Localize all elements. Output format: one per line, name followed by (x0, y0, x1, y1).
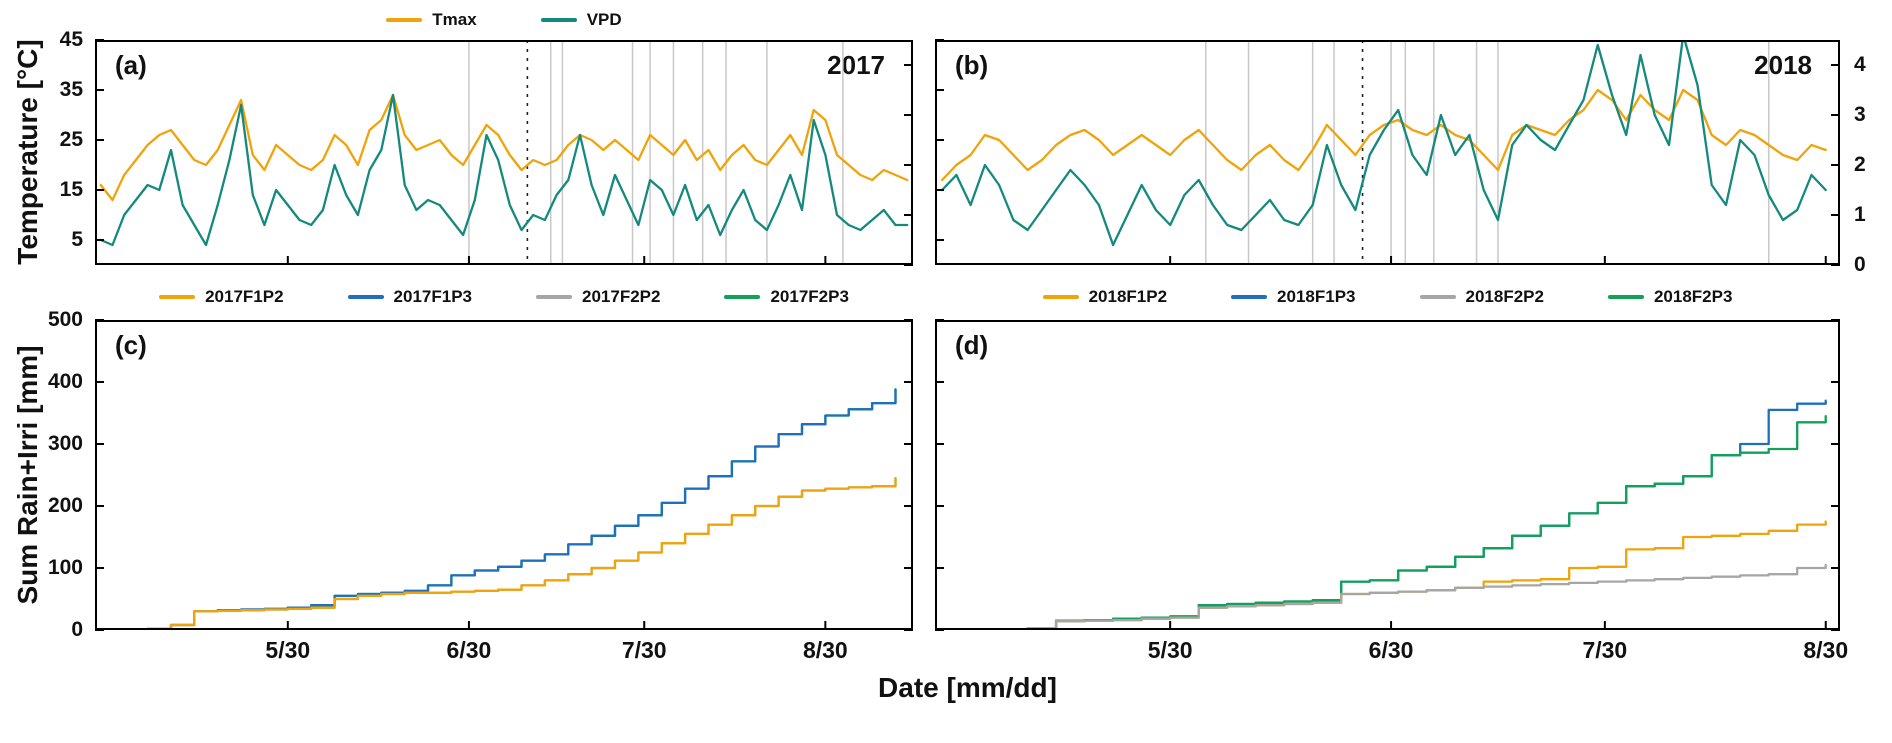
series-line-2017f1p2 (99, 476, 897, 630)
y-right-tick-label: 3 (1854, 103, 1866, 126)
panel-d-cumulative-rain-irri-2018: (d) 5/30 6/30 7/30 8/30 (935, 319, 1848, 663)
y-tick-label: 25 (59, 128, 83, 151)
x-tick-label: 6/30 (446, 637, 492, 663)
legend-swatch-2018f1p3 (1231, 295, 1268, 299)
series-line-vpd (99, 93, 909, 247)
panel-letter-a: (a) (115, 50, 147, 80)
plot-border (935, 40, 1840, 265)
x-axis-title-date: Date [mm/dd] (878, 672, 1057, 703)
year-label-2018: 2018 (1754, 50, 1812, 80)
series-line-vpd (940, 40, 1827, 247)
chart-canvas-d (935, 319, 1840, 631)
legend-swatch-vpd (540, 18, 577, 22)
legend-swatch-2017f1p2 (159, 295, 196, 299)
x-tick-label: 8/30 (1803, 637, 1849, 663)
legend-2018-treatments: 2018F1P2 2018F1P3 2018F2P2 2018F2P3 (935, 283, 1840, 311)
legend-label: 2017F2P3 (770, 287, 849, 306)
chart-canvas-c (95, 319, 913, 631)
legend-item-2018f2p2: 2018F2P2 (1419, 287, 1544, 307)
y-tick-label: 400 (47, 370, 83, 393)
chart-canvas-b (935, 39, 1840, 266)
legend-label: 2018F1P3 (1277, 287, 1356, 306)
y-right-tick-label: 0 (1854, 253, 1866, 276)
legend-item-2018f1p3: 2018F1P3 (1231, 287, 1356, 307)
x-tick-label: 5/30 (1147, 637, 1193, 663)
x-tick-label: 7/30 (1582, 637, 1628, 663)
y-axis-title-sum-rain-irri: Sum Rain+Irri [mm] (12, 345, 43, 605)
y-tick-label: 45 (59, 28, 83, 51)
panel-letter-c: (c) (115, 330, 147, 360)
legend-label: 2018F2P2 (1465, 287, 1544, 306)
y-tick-label: 200 (47, 494, 83, 517)
legend-swatch-2018f2p3 (1607, 295, 1644, 299)
legend-label: 2017F1P2 (205, 287, 284, 306)
legend-swatch-2017f1p3 (347, 295, 384, 299)
year-label-2017: 2017 (827, 50, 885, 80)
panel-letter-d: (d) (955, 330, 989, 360)
x-tick-label: 6/30 (1368, 637, 1414, 663)
legend-swatch-2018f2p2 (1419, 295, 1456, 299)
series-line-tmax (99, 93, 909, 202)
panel-letter-b: (b) (955, 50, 989, 80)
series-line-2018f1p2 (940, 520, 1827, 630)
legend-2017-treatments: 2017F1P2 2017F1P3 2017F2P2 2017F2P3 (95, 283, 913, 311)
y-tick-label: 15 (59, 178, 83, 201)
x-tick-label: 8/30 (802, 637, 848, 663)
legend-item-tmax: Tmax (386, 10, 477, 30)
y-tick-label: 300 (47, 432, 83, 455)
plot-border (935, 320, 1840, 630)
legend-label: 2018F2P3 (1653, 287, 1733, 306)
y-tick-label: 500 (47, 308, 83, 331)
series-line-2018f1p3 (940, 399, 1827, 630)
legend-label: Tmax (432, 10, 477, 29)
legend-label: 2018F1P2 (1088, 287, 1168, 306)
legend-item-2017f2p2: 2017F2P2 (536, 287, 660, 307)
legend-item-2017f1p3: 2017F1P3 (347, 287, 472, 307)
panel-b-temperature-vpd-2018: (b) 2018 0 1 2 3 4 (935, 39, 1866, 276)
legend-swatch-2018f1p2 (1042, 295, 1079, 299)
x-tick-label: 5/30 (265, 637, 311, 663)
series-line-2018f2p3 (940, 414, 1827, 630)
legend-item-vpd: VPD (540, 10, 622, 30)
plot-border (95, 40, 913, 265)
legend-swatch-2017f2p3 (724, 295, 761, 299)
y-tick-label: 35 (59, 78, 83, 101)
series-line-tmax (940, 88, 1827, 182)
legend-label: 2017F1P3 (393, 287, 472, 306)
panel-c-cumulative-rain-irri-2017: (c) 0 100 200 300 400 500 5/30 6/30 7/30 8/30 (48, 308, 913, 663)
panel-a-temperature-vpd-2017: (a) 2017 5 15 25 35 45 (60, 28, 913, 266)
series-line-2017f2p3 (99, 388, 897, 630)
y-tick-label: 100 (47, 556, 83, 579)
legend-swatch-tmax (386, 18, 423, 22)
plot-border (95, 320, 913, 630)
chart-canvas-a (95, 39, 913, 266)
y-axis-title-temperature: Temperature [°C] (12, 39, 43, 265)
legend-label: 2017F2P2 (582, 287, 661, 306)
y-right-tick-label: 2 (1854, 153, 1866, 176)
y-right-tick-label: 1 (1854, 203, 1866, 226)
y-tick-label: 5 (71, 228, 83, 251)
y-tick-label: 0 (71, 618, 83, 641)
series-line-2017f1p3 (99, 388, 897, 630)
legend-item-2018f2p3: 2018F2P3 (1607, 287, 1733, 307)
series-line-2018f2p2 (940, 563, 1827, 630)
x-tick-label: 7/30 (621, 637, 667, 663)
legend-item-2018f1p2: 2018F1P2 (1042, 287, 1168, 307)
legend-item-2017f1p2: 2017F1P2 (159, 287, 284, 307)
legend-swatch-2017f2p2 (536, 295, 572, 299)
legend-item-2017f2p3: 2017F2P3 (724, 287, 849, 307)
legend-tmax-vpd: Tmax VPD (95, 6, 913, 34)
series-line-2017f2p2 (99, 476, 897, 630)
y-right-tick-label: 4 (1854, 53, 1866, 76)
legend-label: VPD (586, 10, 622, 29)
